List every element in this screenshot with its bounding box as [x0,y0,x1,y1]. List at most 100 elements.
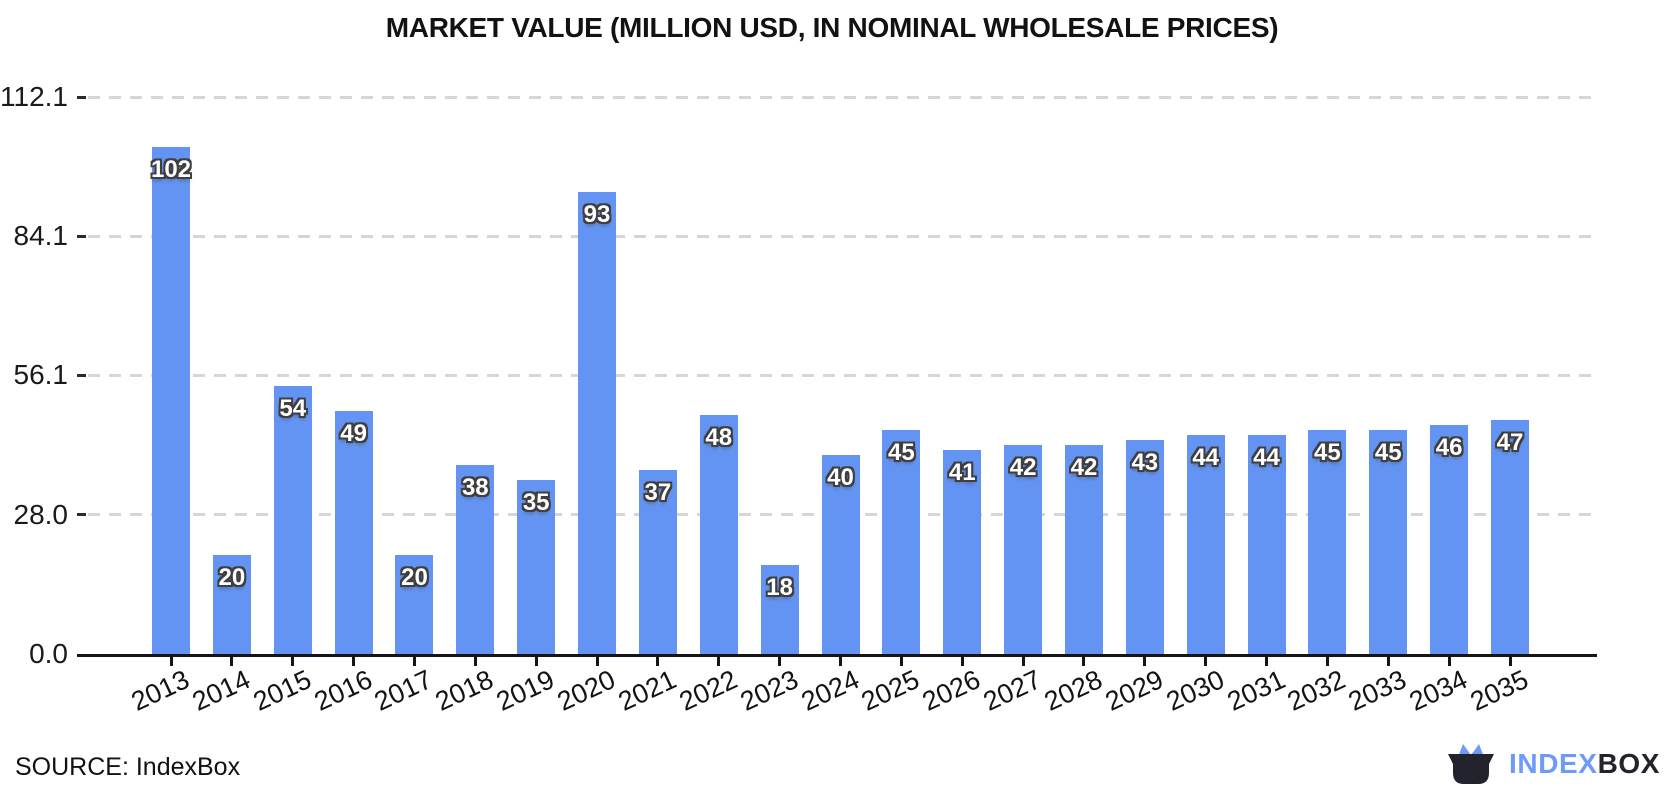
x-axis-tick-label: 2025 [857,664,925,717]
x-axis-tick-label: 2035 [1465,664,1533,717]
x-axis-tick-label: 2021 [613,664,681,717]
x-axis-tick-label: 2022 [674,664,742,717]
x-axis-tick-label: 2016 [309,664,377,717]
x-tick-mark [230,657,234,666]
x-axis-tick-label: 2023 [735,664,803,717]
bar [1308,430,1347,654]
x-tick-mark [1143,657,1147,666]
bar-value-label: 44 [1192,444,1220,472]
x-axis-tick-label: 2027 [978,664,1046,717]
bar [760,564,799,654]
x-tick-mark [1021,657,1025,666]
x-tick-mark [717,657,721,666]
bar-value-label: 35 [522,489,550,517]
bar-value-label: 41 [948,459,976,487]
bar-value-label: 44 [1253,444,1280,472]
bar-value-label: 42 [1070,454,1098,482]
x-axis-tick-label: 2030 [1161,664,1229,717]
bar [456,465,495,654]
bar-value-label: 45 [1314,439,1341,467]
x-axis-tick-label: 2015 [248,664,316,717]
x-tick-mark [1386,657,1390,666]
x-tick-mark [473,657,477,666]
x-axis-tick-label: 2026 [917,664,986,717]
source-caption: SOURCE: IndexBox [15,753,241,781]
bar-value-label: 47 [1496,429,1524,457]
bar [578,191,617,654]
x-axis-tick-label: 2028 [1039,664,1107,717]
bar-value-label: 20 [218,563,246,591]
x-tick-mark [534,657,538,666]
y-axis-tick-label: 28.0 [13,498,69,530]
bar [152,147,190,654]
bar-value-label: 42 [1009,454,1037,482]
bar [1004,445,1043,654]
x-tick-mark [1204,657,1208,666]
y-axis-tick-label: 0.0 [29,638,68,669]
bar-value-label: 43 [1131,449,1159,477]
x-tick-mark [899,657,903,666]
bar-value-label: 93 [583,200,611,228]
bar-value-label: 45 [888,439,915,467]
bar [638,470,677,654]
y-gridline [88,234,1597,238]
bar [1064,445,1103,654]
bar-value-label: 46 [1435,434,1463,462]
y-axis-tick-label: 84.1 [13,220,69,252]
bar [882,430,921,654]
y-gridline [88,373,1597,377]
x-axis-line [77,654,1597,657]
chart-title: MARKET VALUE (MILLION USD, IN NOMINAL WH… [385,12,1279,43]
y-tick-mark [77,513,86,517]
bar [395,554,434,654]
logo-index-text: INDEX [1509,748,1598,779]
bar [212,554,251,654]
x-axis-tick-label: 2032 [1283,664,1351,717]
indexbox-logo: INDEXBOX [1446,742,1660,786]
x-tick-mark [352,657,356,666]
x-axis-tick-label: 2013 [126,664,194,717]
bar [334,410,373,654]
x-tick-mark [1265,657,1269,666]
bar [1125,440,1164,654]
bar-value-label: 20 [401,563,428,591]
y-gridline [88,95,1597,99]
bar [1491,420,1529,654]
bar-value-label: 49 [340,419,367,447]
bar [273,385,312,654]
bar-value-label: 37 [644,479,672,507]
x-axis-tick-label: 2019 [491,664,560,717]
bar-value-label: 45 [1374,439,1402,467]
bar-value-label: 18 [766,573,793,601]
x-axis-tick-label: 2031 [1222,664,1290,717]
logo-box-text: BOX [1597,748,1661,779]
x-axis-tick-label: 2020 [552,664,620,717]
bar [1369,430,1408,654]
x-tick-mark [412,657,416,666]
bar-value-label: 38 [461,474,489,502]
indexbox-logo-text: INDEXBOX [1509,750,1660,778]
x-tick-mark [1325,657,1329,666]
x-tick-mark [169,657,173,666]
bar [1430,425,1469,654]
bar [1186,435,1225,654]
x-axis-tick-label: 2014 [187,664,255,717]
x-tick-mark [839,657,842,666]
bar-value-label: 48 [705,424,733,452]
x-axis-tick-label: 2034 [1404,664,1472,717]
y-axis-tick-label: 112.1 [0,81,68,112]
x-tick-mark [291,657,295,666]
y-tick-mark [77,95,86,99]
bar [1247,435,1286,654]
bar [943,450,982,654]
bar [821,455,860,654]
x-axis-tick-label: 2033 [1343,664,1412,717]
bar-value-label: 102 [150,156,192,184]
y-tick-mark [77,234,86,238]
bar-value-label: 54 [279,394,307,422]
y-tick-mark [77,373,86,377]
x-axis-tick-label: 2024 [796,664,864,717]
y-axis-tick-label: 56.1 [13,359,69,391]
x-axis-tick-label: 2018 [431,664,499,717]
